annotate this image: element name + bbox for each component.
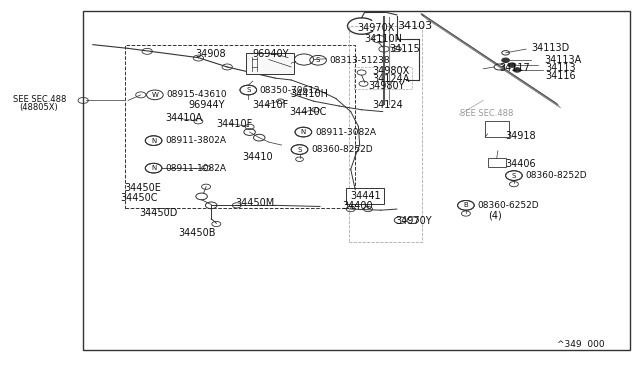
Text: 34450E: 34450E [125,183,162,193]
Text: 34400: 34400 [342,202,373,211]
Bar [349,26,422,242]
Text: 08350-70612: 08350-70612 [260,86,321,94]
Text: SEE SEC.488: SEE SEC.488 [460,109,513,118]
Text: (4): (4) [488,211,501,221]
Text: ^349  000: ^349 000 [557,340,604,349]
Bar [125,45,355,208]
Text: 34406: 34406 [506,160,536,169]
Text: 34908: 34908 [195,49,226,59]
Bar [485,121,509,137]
Text: 34410: 34410 [242,152,273,162]
Bar [354,67,412,89]
Text: 08911-1082A: 08911-1082A [165,164,226,173]
Text: 08911-3082A: 08911-3082A [315,128,376,137]
Text: 34410F: 34410F [253,100,289,110]
Text: 34970Y: 34970Y [395,217,431,226]
Text: 08360-8252D: 08360-8252D [525,171,587,180]
Bar [488,158,506,167]
Circle shape [513,68,521,72]
Text: 34980X: 34980X [372,67,410,76]
Text: 34410A: 34410A [165,113,202,123]
Text: 34113: 34113 [545,63,576,73]
Text: 34410H: 34410H [290,89,328,99]
Text: 34450M: 34450M [236,198,275,208]
Text: 08915-43610: 08915-43610 [166,90,227,99]
Bar [83,11,630,350]
Text: SEE SEC.488: SEE SEC.488 [13,95,66,104]
Text: W: W [152,92,158,98]
Text: S: S [512,173,516,179]
Circle shape [508,63,516,67]
Circle shape [502,58,509,62]
Text: (48805X): (48805X) [19,103,58,112]
Text: 34110N: 34110N [365,34,403,44]
Bar [246,53,294,74]
Text: 96940Y: 96940Y [253,49,289,59]
Text: 96944Y: 96944Y [189,100,225,110]
Text: 08313-51238: 08313-51238 [330,56,390,65]
Bar [346,188,384,204]
Text: 34124A: 34124A [372,74,410,84]
Text: 34113A: 34113A [544,55,581,65]
Text: 34980Y: 34980Y [368,81,404,91]
Text: 08360-8252D: 08360-8252D [311,145,372,154]
Text: 34441: 34441 [351,192,381,201]
Text: 34450D: 34450D [140,208,178,218]
Text: 34970X: 34970X [357,23,394,33]
Text: N: N [301,129,306,135]
Text: 34450B: 34450B [178,228,216,237]
Text: 34116: 34116 [545,71,576,81]
Text: N: N [151,138,156,144]
Text: 34115: 34115 [389,44,420,54]
Text: S: S [246,87,250,93]
Text: 34117: 34117 [499,63,530,73]
Text: N: N [151,165,156,171]
Text: 34410F: 34410F [216,119,253,128]
Text: 34450C: 34450C [120,193,158,203]
Text: S: S [298,147,301,153]
Text: 08911-3802A: 08911-3802A [165,136,226,145]
Text: 34410C: 34410C [289,108,326,117]
Text: S: S [316,57,320,63]
Text: 34103: 34103 [397,21,432,31]
Text: 34113D: 34113D [531,44,570,53]
Text: B: B [463,202,468,208]
Text: 34918: 34918 [506,131,536,141]
Text: 34124: 34124 [372,100,403,110]
Text: 08360-6252D: 08360-6252D [477,201,539,210]
